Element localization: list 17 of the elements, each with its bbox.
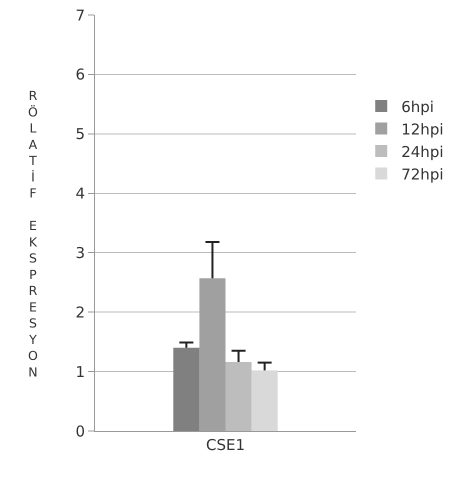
y-tick-label: 3 [75, 244, 85, 262]
x-tick-label: CSE1 [206, 436, 246, 454]
y-tick-label: 7 [75, 6, 85, 24]
y-tick-label: 0 [75, 422, 85, 440]
legend-label: 24hpi [401, 142, 444, 161]
legend-label: 6hpi [401, 98, 434, 116]
y-tick-label: 6 [75, 66, 85, 84]
bar [173, 348, 200, 431]
y-tick-label: 2 [75, 303, 85, 322]
y-tick-label: 1 [75, 362, 85, 381]
legend-label: 72hpi [401, 165, 444, 184]
bar [226, 362, 252, 431]
bar [252, 370, 278, 431]
text: RÖLATİF EKSPRESYON [28, 88, 38, 380]
y-tick-label: 5 [75, 125, 85, 144]
y-tick-label: 4 [75, 184, 85, 203]
legend-label: 12hpi [401, 120, 444, 138]
